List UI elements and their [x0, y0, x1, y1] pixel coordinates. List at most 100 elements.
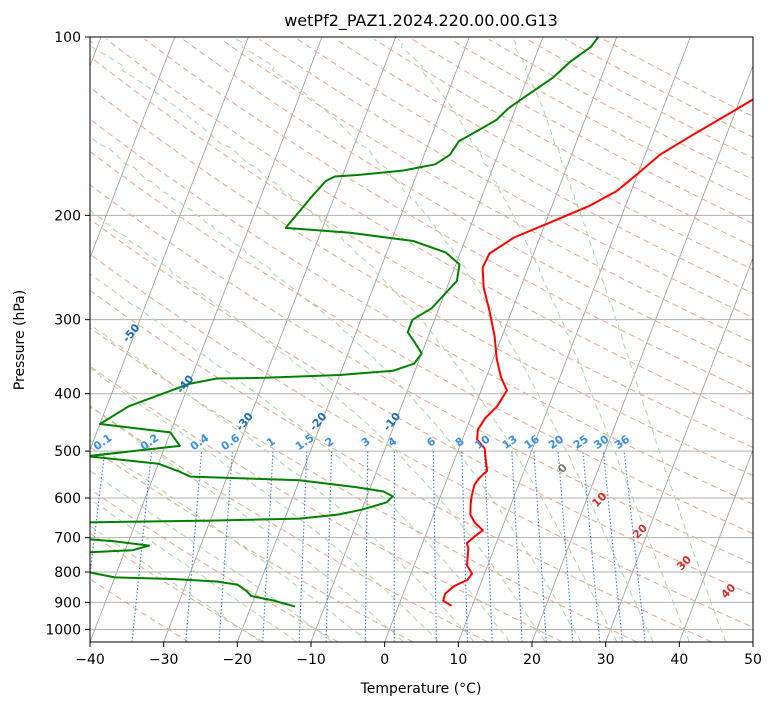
moist-adiabat-line: [90, 406, 404, 642]
dry-adiabat-label: -60: [66, 270, 89, 294]
x-tick-label: 10: [449, 652, 467, 668]
moist-adiabat-line: [90, 439, 368, 642]
x-tick-label: 0: [380, 652, 389, 668]
isotherm-line: [457, 37, 691, 642]
x-tick-label: −30: [149, 652, 179, 668]
mixing-ratio-label: 8: [453, 435, 467, 450]
mixing-ratio-label: 6: [424, 435, 438, 450]
dry-adiabat-line: [335, 38, 753, 271]
moist-adiabat-line: [90, 367, 439, 642]
isotherm-line: [163, 37, 397, 642]
dry-adiabat-line: [182, 38, 753, 369]
y-tick-label: 900: [54, 595, 81, 611]
mixing-ratio-line: [364, 451, 369, 642]
y-tick-label: 300: [54, 313, 81, 329]
y-tick-label: 700: [54, 531, 81, 547]
y-axis-ticks: 1000 900 800 700 600 500 400 300 200 100: [45, 30, 90, 638]
x-axis-label: Temperature (°C): [360, 681, 482, 697]
y-tick-label: 800: [54, 565, 81, 581]
isotherm-line: [678, 448, 753, 642]
mixing-ratio-line: [623, 451, 646, 642]
x-tick-label: 40: [670, 652, 688, 668]
dry-adiabat-line: [297, 38, 753, 294]
isotherm-line: [384, 37, 618, 642]
y-tick-label: 100: [54, 30, 81, 46]
mixing-ratio-line: [483, 451, 493, 642]
mixing-ratio-line: [511, 451, 523, 642]
mixing-ratio-line: [602, 451, 623, 642]
dry-adiabat-label: -10: [381, 410, 404, 434]
dry-adiabat-line: [564, 38, 753, 138]
mixing-ratio-line: [218, 451, 233, 642]
moist-adiabat-line: [397, 38, 690, 642]
x-tick-label: −10: [296, 652, 326, 668]
temperature-profile-line: [442, 98, 753, 607]
dry-adiabat-line: [144, 38, 753, 395]
moist-adiabat-label: 20: [630, 521, 650, 541]
y-tick-label: 1000: [45, 622, 81, 638]
moist-adiabat-line: [90, 209, 546, 642]
mixing-ratio-label: 1: [264, 435, 278, 450]
dry-adiabat-line: [488, 38, 753, 180]
dry-adiabat-label: -20: [307, 410, 330, 434]
dry-adiabat-line: [90, 86, 753, 477]
y-tick-label: 600: [54, 491, 81, 507]
dry-adiabat-line: [90, 218, 753, 596]
mixing-ratio-line: [582, 451, 601, 642]
moist-adiabat-label: 30: [674, 553, 694, 573]
x-tick-label: −20: [223, 652, 253, 668]
y-tick-label: 500: [54, 444, 81, 460]
x-axis-ticks: −40 −30 −20 −10 0 10 20 30 40 50: [75, 642, 762, 668]
mixing-ratio-label: 1.5: [293, 431, 316, 453]
isotherm-line: [531, 64, 753, 642]
dry-adiabat-line: [90, 150, 753, 535]
moist-adiabat-line: [512, 39, 727, 642]
mixing-ratio-line: [432, 451, 437, 642]
dry-adiabat-line: [90, 289, 712, 642]
mixing-ratio-line: [557, 451, 574, 642]
dry-adiabat-label: -30: [233, 410, 256, 434]
mixing-ratio-line: [185, 451, 203, 642]
plot-frame: [89, 36, 754, 643]
moist-adiabat-line: [90, 40, 618, 642]
mixing-ratio-label: 4: [385, 435, 399, 450]
dry-adiabat-line: [90, 405, 488, 642]
dry-adiabat-label: -50: [120, 321, 143, 345]
mixing-ratio-line: [461, 451, 469, 642]
mixing-ratio-label: 25: [571, 433, 591, 452]
dry-adiabat-label: -40: [174, 372, 197, 396]
chart-line-labels: 0.10.20.40.611.52346810131620253036-100-…: [66, 270, 739, 601]
mixing-ratio-line: [298, 451, 308, 642]
isotherm-line: [605, 256, 753, 642]
moist-adiabat-label: 0: [555, 461, 570, 476]
isotherm-line: [90, 37, 323, 642]
moist-adiabat-label: 10: [589, 490, 609, 510]
mixing-ratio-label: 2: [323, 435, 337, 450]
dry-adiabat-line: [373, 38, 753, 247]
dry-adiabat-line: [220, 38, 753, 343]
moist-adiabat-label: 40: [718, 581, 738, 601]
x-tick-label: −40: [75, 652, 105, 668]
x-tick-label: 20: [523, 652, 541, 668]
mixing-ratio-label: 36: [612, 432, 632, 452]
mixing-ratio-line: [262, 451, 274, 642]
mixing-ratio-label: 3: [359, 435, 373, 450]
y-tick-label: 400: [54, 387, 81, 403]
mixing-ratio-line: [533, 451, 547, 642]
moist-adiabat-line: [90, 273, 510, 642]
x-tick-label: 30: [597, 652, 615, 668]
dry-adiabat-line: [90, 327, 638, 642]
moist-adiabat-line: [236, 38, 654, 642]
moist-adiabat-line: [90, 135, 582, 642]
dry-adiabat-line: [106, 38, 753, 421]
chart-grid: [90, 37, 753, 642]
dry-adiabat-line: [90, 118, 753, 505]
dry-adiabat-line: [412, 38, 753, 225]
dry-adiabat-line: [450, 38, 753, 202]
dry-adiabat-line: [259, 38, 753, 319]
mixing-ratio-line: [325, 451, 333, 642]
dry-adiabat-line: [526, 38, 753, 159]
dry-adiabat-line: [90, 55, 753, 449]
mixing-ratio-label: 16: [522, 432, 542, 452]
mixing-ratio-label: 13: [500, 433, 520, 452]
